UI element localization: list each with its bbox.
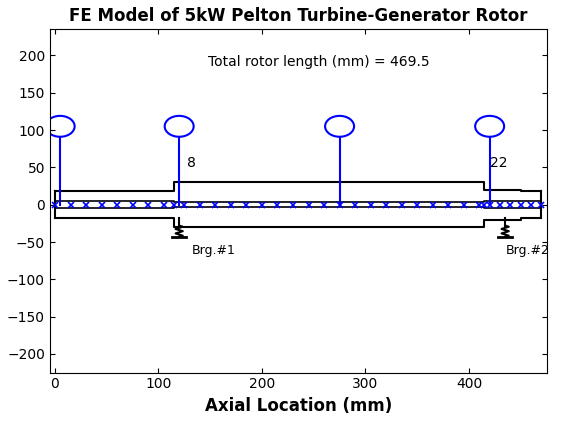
Text: 22: 22 (490, 157, 507, 170)
Text: 8: 8 (188, 157, 196, 170)
X-axis label: Axial Location (mm): Axial Location (mm) (205, 397, 392, 415)
Title: FE Model of 5kW Pelton Turbine-Generator Rotor: FE Model of 5kW Pelton Turbine-Generator… (69, 7, 528, 25)
Text: Brg.#2: Brg.#2 (506, 244, 550, 257)
Text: Total rotor length (mm) = 469.5: Total rotor length (mm) = 469.5 (208, 55, 430, 69)
Text: Brg.#1: Brg.#1 (192, 244, 235, 257)
